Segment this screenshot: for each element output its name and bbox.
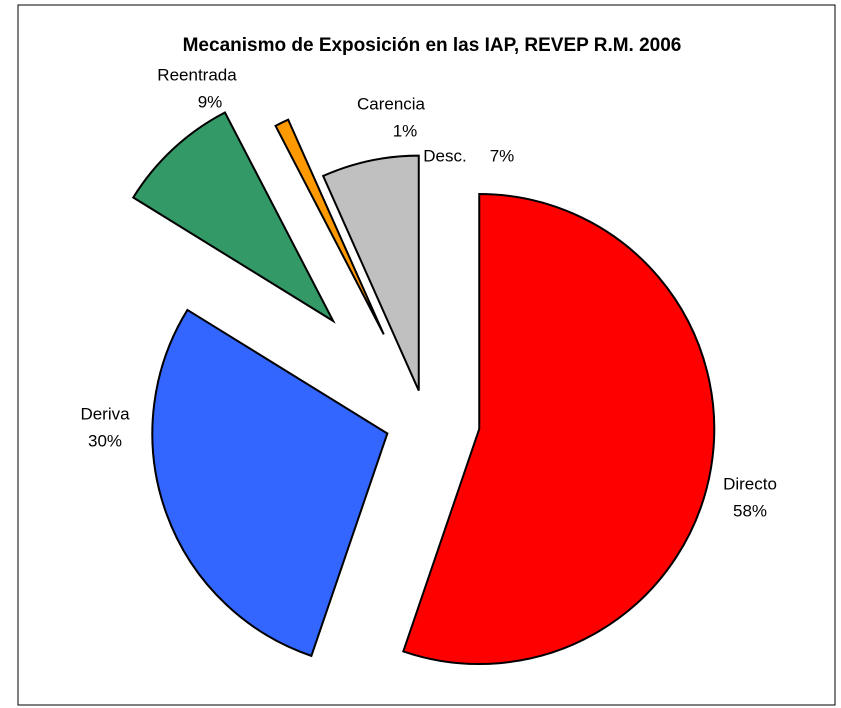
slice-value-label: 58% (733, 501, 767, 520)
pie-slice (151, 308, 389, 658)
slice-value-label: 1% (393, 121, 418, 140)
slice-value-label: 7% (490, 146, 515, 165)
slice-value-label: 30% (88, 431, 122, 450)
slice-value-label: 9% (198, 92, 223, 111)
slice-label: Deriva (80, 404, 130, 423)
slice-label: Carencia (357, 94, 426, 113)
chart-title: Mecanismo de Exposición en las IAP, REVE… (183, 35, 682, 56)
pie-slice (402, 193, 716, 666)
pie-slice (274, 118, 385, 335)
slice-label: Desc. (423, 146, 466, 165)
slice-label: Directo (723, 474, 777, 493)
pie-slice (131, 111, 336, 324)
pie-slice (321, 154, 420, 392)
slice-label: Reentrada (157, 65, 237, 84)
